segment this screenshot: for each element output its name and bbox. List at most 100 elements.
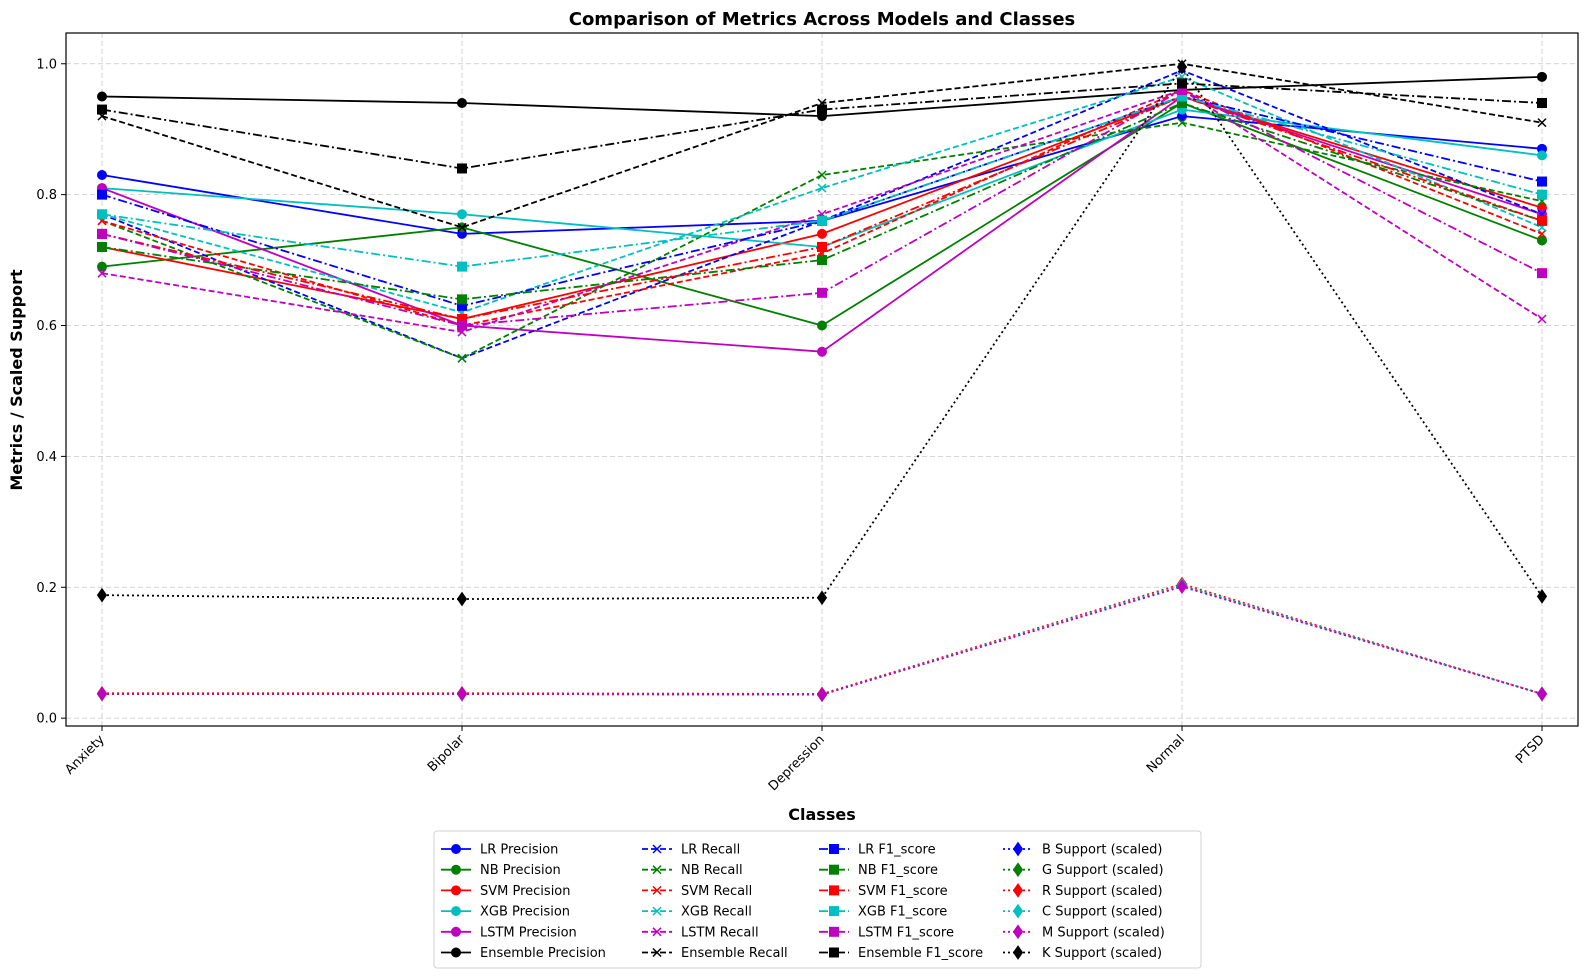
legend-label: LSTM Precision [480, 925, 577, 940]
legend-item: NB Precision [441, 863, 561, 878]
legend-marker [451, 947, 461, 958]
legend-label: SVM Recall [681, 884, 752, 899]
data-point [96, 686, 108, 702]
legend-marker [451, 906, 461, 917]
legend-item: NB Recall [642, 863, 743, 878]
legend-item: M Support (scaled) [1003, 924, 1165, 940]
data-point [1176, 59, 1188, 75]
axes: 0.0 0.2 0.4 0.6 0.8 1.0 Anxiety Bipolar Depressi… [36, 57, 1548, 794]
series-line [101, 75, 1543, 314]
data-point [457, 294, 467, 305]
data-point [817, 320, 827, 331]
series-line [101, 95, 1543, 307]
x-tick-label: Depression [766, 732, 828, 794]
legend-marker [652, 947, 662, 958]
legend-label: NB Precision [480, 863, 561, 878]
legend-item: XGB Recall [642, 905, 752, 920]
y-tick-label: 0.8 [36, 188, 57, 203]
legend-item: SVM F1_score [819, 884, 948, 899]
data-point [1537, 314, 1547, 324]
legend-item: B Support (scaled) [1003, 841, 1162, 858]
data-point [97, 91, 107, 102]
data-point [97, 228, 107, 239]
series-k-support-scaled [96, 59, 1548, 607]
data-point [457, 209, 467, 220]
legend-marker [829, 947, 839, 958]
series-line [101, 69, 1543, 360]
legend-marker [1012, 924, 1024, 940]
data-point [1537, 98, 1547, 109]
legend-label: R Support (scaled) [1042, 884, 1163, 899]
legend-label: NB Recall [681, 863, 743, 878]
legend-marker [451, 926, 461, 937]
series-lstm-f1-score [97, 84, 1547, 331]
data-point [817, 255, 827, 266]
data-point [1176, 579, 1188, 594]
legend-item: XGB F1_score [819, 905, 947, 920]
legend-item: LSTM Recall [642, 925, 759, 940]
data-point [457, 353, 467, 363]
legend-item: K Support (scaled) [1003, 945, 1162, 961]
data-point [97, 170, 107, 181]
series-xgb-f1-score [97, 91, 1547, 272]
data-point [97, 189, 107, 200]
legend-item: Ensemble F1_score [819, 946, 983, 961]
legend-item: R Support (scaled) [1003, 883, 1163, 899]
data-point [1537, 268, 1547, 279]
legend-marker [451, 885, 461, 896]
series-ensemble-f1-score [97, 78, 1547, 174]
legend-item: LSTM F1_score [819, 925, 954, 940]
legend-label: LSTM Recall [681, 925, 759, 940]
data-point [1537, 229, 1547, 239]
x-tick-label: Bipolar [425, 732, 468, 775]
data-point [1537, 235, 1547, 246]
data-point [1537, 176, 1547, 187]
y-axis-label: Metrics / Scaled Support [7, 269, 26, 491]
legend-marker [1012, 945, 1024, 960]
data-point [457, 320, 467, 331]
legend-marker [652, 865, 662, 875]
legend-marker [652, 885, 662, 895]
chart-title: Comparison of Metrics Across Models and … [569, 9, 1076, 30]
data-point [97, 241, 107, 252]
data-point [817, 287, 827, 298]
data-point [457, 222, 467, 232]
data-point [1536, 686, 1548, 702]
legend-marker [652, 906, 662, 916]
legend-marker [1012, 862, 1024, 878]
data-point [816, 590, 828, 606]
data-point [817, 241, 827, 252]
x-tick-label: Normal [1144, 732, 1188, 776]
legend-label: G Support (scaled) [1042, 863, 1164, 878]
legend-label: Ensemble F1_score [858, 946, 983, 961]
legend-marker [829, 844, 839, 854]
legend-label: XGB Recall [681, 905, 752, 920]
data-point [1537, 215, 1547, 226]
data-point [817, 346, 827, 357]
data-point [1177, 118, 1187, 128]
x-axis-label: Classes [788, 805, 855, 824]
legend-marker [451, 864, 461, 875]
x-tick-label: Anxiety [62, 732, 108, 778]
legend-marker [1012, 883, 1024, 898]
legend-label: SVM F1_score [858, 884, 948, 899]
legend-label: XGB F1_score [858, 905, 947, 920]
data-point [1537, 150, 1547, 161]
data-point [97, 209, 107, 220]
legend-item: LSTM Precision [441, 925, 577, 940]
legend-frame [433, 830, 1202, 969]
legend-marker [1012, 903, 1024, 919]
legend-label: M Support (scaled) [1042, 925, 1165, 940]
data-point [817, 104, 827, 115]
legend-item: NB F1_score [819, 863, 938, 878]
legend-label: K Support (scaled) [1042, 946, 1162, 961]
legend-marker [652, 844, 662, 854]
legend-item: G Support (scaled) [1003, 862, 1164, 878]
legend-item: C Support (scaled) [1003, 903, 1163, 920]
legend-item: Ensemble Recall [642, 946, 788, 961]
data-point [457, 98, 467, 109]
legend-label: LR F1_score [858, 843, 936, 858]
data-point [817, 170, 827, 180]
series-layer [96, 59, 1548, 702]
